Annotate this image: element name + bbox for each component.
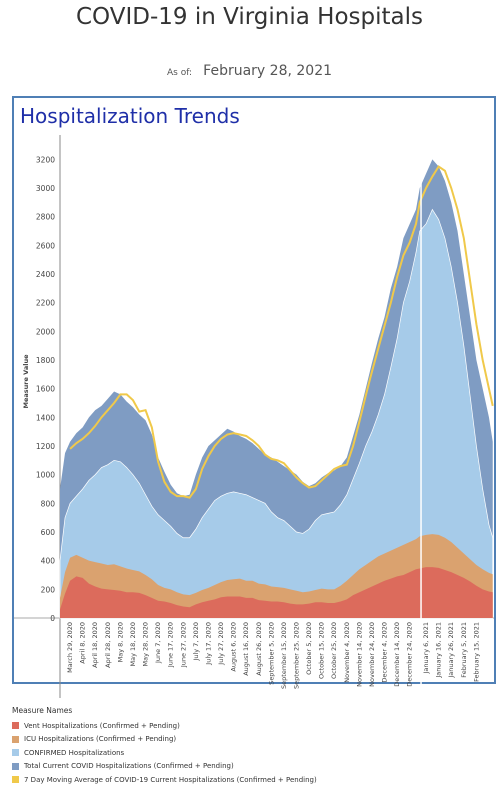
legend-item[interactable]: CONFIRMED Hospitalizations [12, 746, 492, 760]
y-tick-label: 2800 [36, 213, 55, 222]
y-tick-label: 400 [41, 557, 56, 566]
x-tick-label: April 8, 2020 [79, 622, 87, 664]
legend-item[interactable]: ICU Hospitalizations (Confirmed + Pendin… [12, 733, 492, 747]
x-tick-label: May 8, 2020 [116, 622, 124, 662]
y-tick-label: 2000 [36, 327, 55, 336]
x-tick-label: August 16, 2020 [242, 622, 250, 676]
x-tick-label: August 6, 2020 [230, 622, 238, 672]
y-tick-label: 3000 [36, 184, 55, 193]
x-tick-label: April 28, 2020 [104, 622, 112, 668]
series-line [69, 165, 494, 499]
y-tick-label: 3200 [36, 155, 55, 164]
x-tick-label: July 17, 2020 [204, 622, 212, 666]
y-tick-label: 1800 [36, 356, 55, 365]
y-tick-label: 2200 [36, 299, 55, 308]
x-tick-label: January 16, 2021 [435, 622, 443, 679]
series-area [60, 567, 493, 618]
legend-swatch [12, 735, 19, 743]
legend-label: Vent Hospitalizations (Confirmed + Pendi… [24, 721, 180, 730]
x-tick-label: July 27, 2020 [217, 622, 225, 666]
x-tick-label: December 4, 2020 [381, 622, 389, 683]
as-of-date: February 28, 2021 [203, 63, 333, 79]
x-tick-label: December 24, 2020 [406, 622, 414, 687]
y-tick-label: 600 [41, 528, 56, 537]
y-tick-label: 800 [41, 499, 56, 508]
y-tick-label: 2600 [36, 241, 55, 250]
x-tick-label: November 24, 2020 [368, 622, 376, 687]
x-tick-label: July 7, 2020 [192, 622, 200, 662]
legend-item[interactable]: Total Current COVID Hospitalizations (Co… [12, 760, 492, 774]
legend-label: Total Current COVID Hospitalizations (Co… [24, 762, 234, 771]
x-tick-label: September 15, 2020 [280, 622, 288, 689]
legend-swatch [12, 762, 19, 770]
x-tick-label: October 15, 2020 [318, 622, 326, 679]
legend: Measure Names Vent Hospitalizations (Con… [12, 706, 492, 787]
x-tick-label: August 26, 2020 [255, 622, 263, 676]
legend-label: 7 Day Moving Average of COVID-19 Current… [24, 775, 317, 784]
x-tick-label: September 5, 2020 [267, 622, 275, 685]
x-tick-label: June 7, 2020 [154, 622, 162, 664]
x-tick-label: September 25, 2020 [292, 622, 300, 689]
y-tick-label: 0 [50, 614, 55, 623]
y-tick-label: 1600 [36, 385, 55, 394]
x-tick-label: October 25, 2020 [330, 622, 338, 679]
legend-label: ICU Hospitalizations (Confirmed + Pendin… [24, 735, 177, 744]
as-of-label: As of: [166, 68, 193, 78]
x-tick-label: February 15, 2021 [472, 622, 480, 682]
legend-swatch [12, 749, 19, 757]
x-tick-label: November 4, 2020 [343, 622, 351, 683]
x-tick-label: November 14, 2020 [355, 622, 363, 687]
y-axis-label: Measure Value [22, 354, 30, 409]
x-tick-label: October 5, 2020 [305, 622, 313, 675]
series-area [59, 208, 494, 619]
x-tick-label: May 28, 2020 [142, 622, 150, 666]
x-tick-label: March 29, 2020 [66, 622, 74, 673]
x-tick-label: December 14, 2020 [393, 622, 401, 687]
legend-title: Measure Names [12, 706, 73, 715]
legend-swatch [12, 776, 19, 784]
y-tick-label: 2400 [36, 270, 55, 279]
y-tick-label: 1200 [36, 442, 55, 451]
y-tick-label: 200 [41, 585, 56, 594]
legend-item[interactable]: Vent Hospitalizations (Confirmed + Pendi… [12, 719, 492, 733]
x-tick-label: January 26, 2021 [447, 622, 455, 679]
x-tick-label: May 18, 2020 [129, 622, 137, 666]
hospitalization-trends-chart[interactable]: 0 200 400 600 800 1000 1200 1400 1600 1800 2000 220… [0, 0, 499, 700]
x-tick-label: January 6, 2021 [422, 622, 430, 675]
legend-label: CONFIRMED Hospitalizations [24, 748, 125, 757]
x-tick-label: February 5, 2021 [460, 622, 468, 678]
as-of-row: As of: February 28, 2021 [0, 60, 499, 79]
y-tick-label: 1400 [36, 413, 55, 422]
x-tick-label: June 27, 2020 [179, 622, 187, 668]
page-title: COVID-19 in Virginia Hospitals [76, 4, 423, 30]
legend-item[interactable]: 7 Day Moving Average of COVID-19 Current… [12, 773, 492, 787]
x-tick-label: April 18, 2020 [91, 622, 99, 668]
y-tick-label: 1000 [36, 471, 55, 480]
legend-swatch [12, 722, 19, 730]
x-tick-label: June 17, 2020 [167, 622, 175, 668]
panel-title: Hospitalization Trends [20, 104, 240, 128]
